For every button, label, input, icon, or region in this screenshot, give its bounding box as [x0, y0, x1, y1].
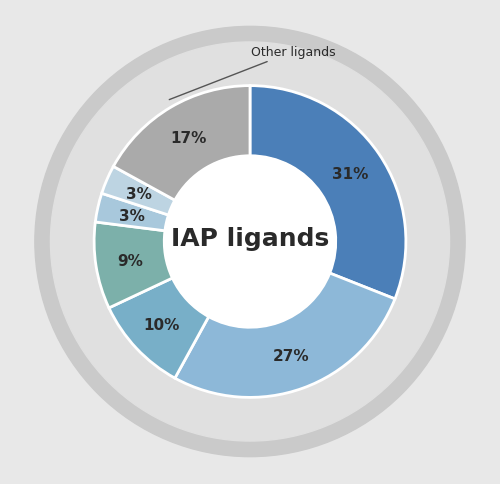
Text: 27%: 27%	[272, 348, 309, 363]
Text: 31%: 31%	[332, 167, 368, 182]
Text: Other ligands: Other ligands	[170, 45, 336, 100]
Wedge shape	[109, 278, 208, 378]
Wedge shape	[250, 87, 406, 299]
Wedge shape	[114, 87, 250, 201]
Circle shape	[35, 27, 465, 457]
Circle shape	[50, 43, 450, 441]
Text: 17%: 17%	[170, 131, 206, 146]
Text: IAP ligands: IAP ligands	[171, 227, 329, 251]
Wedge shape	[175, 273, 395, 397]
Wedge shape	[102, 167, 175, 215]
Text: 3%: 3%	[119, 208, 145, 223]
Wedge shape	[94, 223, 172, 308]
Text: 9%: 9%	[118, 254, 144, 268]
Circle shape	[164, 156, 336, 328]
Wedge shape	[96, 194, 168, 231]
Text: 10%: 10%	[144, 317, 180, 332]
Text: 3%: 3%	[126, 187, 152, 202]
